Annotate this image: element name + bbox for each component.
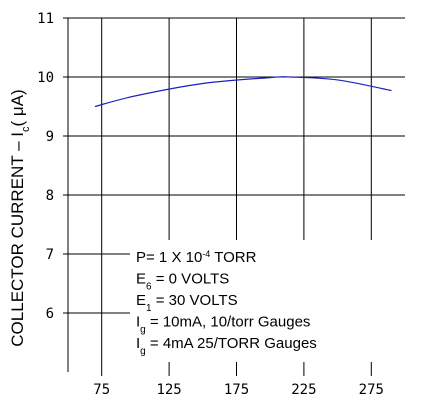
x-tick-label: 125 bbox=[156, 382, 181, 398]
annotation-subscript: 1 bbox=[146, 303, 152, 314]
annotation-text: = 0 VOLTS bbox=[152, 271, 230, 288]
annotation-text: TORR bbox=[210, 249, 256, 266]
y-tick-label: 6 bbox=[46, 306, 54, 322]
y-tick-label: 9 bbox=[46, 129, 54, 145]
annotation-line: E1 = 30 VOLTS bbox=[136, 292, 238, 314]
annotation-supscript: -4 bbox=[202, 249, 210, 259]
y-tick-label: 10 bbox=[37, 70, 54, 86]
y-axis-label-subscript: c bbox=[20, 126, 32, 132]
annotation-text: P= 1 X 10 bbox=[136, 249, 202, 266]
y-tick-label: 7 bbox=[46, 247, 54, 263]
annotation-text: I bbox=[136, 314, 140, 331]
y-tick-labels: 6 7 8 9 10 11 bbox=[37, 11, 54, 322]
y-tick-label: 8 bbox=[46, 188, 54, 204]
annotation-line: Ig = 10mA, 10/torr Gauges bbox=[136, 314, 310, 336]
x-tick-label: 275 bbox=[359, 382, 384, 398]
axes bbox=[63, 17, 372, 376]
series-line bbox=[94, 76, 392, 108]
annotation-subscript: g bbox=[140, 324, 146, 335]
legend-background bbox=[130, 240, 408, 362]
annotation-text: E bbox=[136, 271, 146, 288]
y-axis-label: COLLECTOR CURRENT – Ic( μA) bbox=[8, 89, 32, 346]
x-tick-label: 175 bbox=[224, 382, 249, 398]
x-tick-label: 225 bbox=[291, 382, 316, 398]
annotation-line: Ig = 4mA 25/TORR Gauges bbox=[136, 335, 317, 357]
y-axis-label-suffix: ( μA) bbox=[8, 89, 27, 126]
annotation-subscript: 6 bbox=[146, 281, 152, 292]
annotation-text: = 4mA 25/TORR Gauges bbox=[146, 335, 317, 352]
x-tick-label: 75 bbox=[93, 382, 110, 398]
x-tick-labels: 75 125 175 225 275 bbox=[93, 382, 384, 398]
y-tick-label: 11 bbox=[37, 11, 54, 27]
annotation-text: = 10mA, 10/torr Gauges bbox=[146, 314, 311, 331]
y-axis-label-prefix: COLLECTOR CURRENT – I bbox=[8, 132, 27, 347]
annotation-text: = 30 VOLTS bbox=[152, 292, 238, 309]
annotation-text: E bbox=[136, 292, 146, 309]
annotation-line: P= 1 X 10-4 TORR bbox=[136, 249, 257, 266]
series-layer bbox=[94, 76, 392, 108]
annotation-text: I bbox=[136, 335, 140, 352]
annotation-subscript: g bbox=[140, 346, 146, 357]
annotation-line: E6 = 0 VOLTS bbox=[136, 271, 229, 293]
